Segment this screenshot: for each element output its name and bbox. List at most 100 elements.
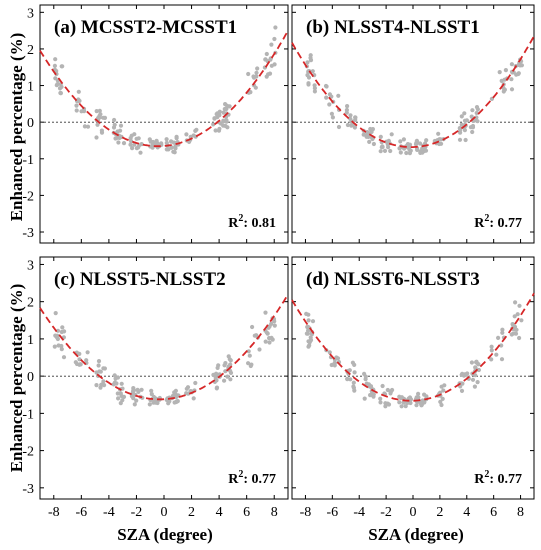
scatter-point (463, 137, 468, 143)
scatter-point (310, 69, 315, 74)
scatter-point (61, 355, 67, 360)
scatter-point (336, 124, 342, 130)
scatter-point (97, 108, 102, 113)
scatter-point (489, 344, 494, 349)
scatter-point (470, 125, 476, 130)
scatter-point (407, 147, 412, 152)
scatter-point (348, 113, 353, 118)
scatter-point (324, 84, 329, 89)
scatter-point (248, 363, 253, 369)
scatter-point (55, 333, 60, 338)
scatter-point (250, 324, 255, 330)
scatter-point (306, 82, 311, 87)
y-axis-label-bottom: Enhanced percentage (%) (7, 284, 26, 473)
scatter-point (403, 404, 408, 409)
scatter-point (503, 68, 508, 73)
scatter-point (378, 396, 383, 401)
panel-3: -3 -2 -1 0 1 2 3 -8 -6 -4 -2 0 2 4 6 8 (c) NLSST5-NLSST2… (22, 256, 289, 520)
scatter-point (94, 109, 99, 114)
scatter-point (78, 362, 83, 367)
scatter-point (112, 373, 117, 378)
scatter-point (97, 115, 103, 120)
scatter-point (112, 122, 117, 127)
scatter-point (517, 335, 522, 341)
scatter-point (437, 141, 442, 147)
scatter-point (362, 396, 367, 401)
scatter-point (499, 357, 505, 362)
scatter-point (226, 354, 231, 359)
scatter-point (214, 371, 219, 376)
scatter-point (378, 400, 383, 405)
scatter-point (85, 350, 90, 355)
scatter-point (96, 363, 101, 368)
scatter-point (499, 343, 504, 348)
scatter-point (132, 402, 137, 407)
scatter-point (404, 150, 409, 156)
scatter-point (397, 400, 402, 405)
scatter-point (99, 128, 104, 133)
scatter-point (469, 360, 474, 365)
x-axis-label-right: SZA (degree) (368, 525, 464, 544)
scatter-point (263, 57, 268, 62)
scatter-point (222, 378, 227, 383)
scatter-point (414, 403, 419, 408)
scatter-point (514, 72, 519, 77)
scatter-point (222, 106, 227, 112)
scatter-point (459, 388, 465, 393)
scatter-point (74, 108, 79, 113)
y-tick-label: 1 (27, 80, 34, 95)
scatter-point (134, 398, 139, 403)
scatter-point (101, 379, 106, 384)
scatter-point (102, 366, 107, 371)
scatter-point (398, 396, 403, 401)
scatter-point (59, 64, 64, 69)
scatter-point (462, 372, 467, 377)
scatter-point (364, 134, 369, 139)
scatter-point (401, 137, 406, 142)
scatter-point (95, 122, 100, 127)
x-tick-label: 0 (410, 505, 417, 520)
scatter-point (439, 384, 444, 389)
scatter-point (364, 381, 369, 386)
scatter-point (405, 142, 410, 147)
scatter-point (352, 388, 357, 393)
x-tick-label: -6 (326, 505, 338, 520)
scatter-point (383, 401, 388, 406)
scatter-point (332, 362, 337, 367)
scatter-point (254, 70, 259, 75)
scatter-point (194, 127, 199, 132)
scatter-point (116, 396, 121, 401)
scatter-point (344, 107, 349, 113)
y-tick-label: 3 (27, 258, 34, 273)
scatter-point (458, 127, 463, 132)
scatter-point (367, 139, 372, 144)
scatter-point (223, 102, 228, 107)
scatter-point (500, 327, 505, 332)
scatter-point (94, 370, 99, 375)
scatter-point (119, 393, 124, 398)
scatter-point (263, 339, 268, 344)
scatter-point (399, 404, 404, 409)
x-tick-label: 4 (216, 505, 223, 520)
scatter-point (398, 139, 403, 144)
scatter-point (269, 335, 274, 340)
r-squared-symbol: R (474, 216, 485, 231)
r-squared-symbol: R (474, 472, 485, 487)
fit-curve (39, 30, 289, 148)
scatter-point (166, 147, 171, 152)
scatter-point (509, 62, 514, 67)
scatter-point (56, 343, 61, 348)
r-squared-superscript: 2 (484, 213, 489, 224)
scatter-point (112, 117, 117, 123)
scatter-point (306, 339, 311, 344)
scatter-point (308, 55, 313, 61)
scatter-point (514, 327, 519, 332)
scatter-point (509, 77, 514, 82)
scatter-point (370, 136, 375, 142)
x-tick-label: -4 (103, 505, 115, 520)
scatter-point (475, 107, 480, 112)
scatter-point (169, 145, 174, 150)
panel-2: (b) NLSST4-NLSST1 R2: 0.77 (291, 4, 535, 244)
scatter-point (459, 122, 464, 127)
